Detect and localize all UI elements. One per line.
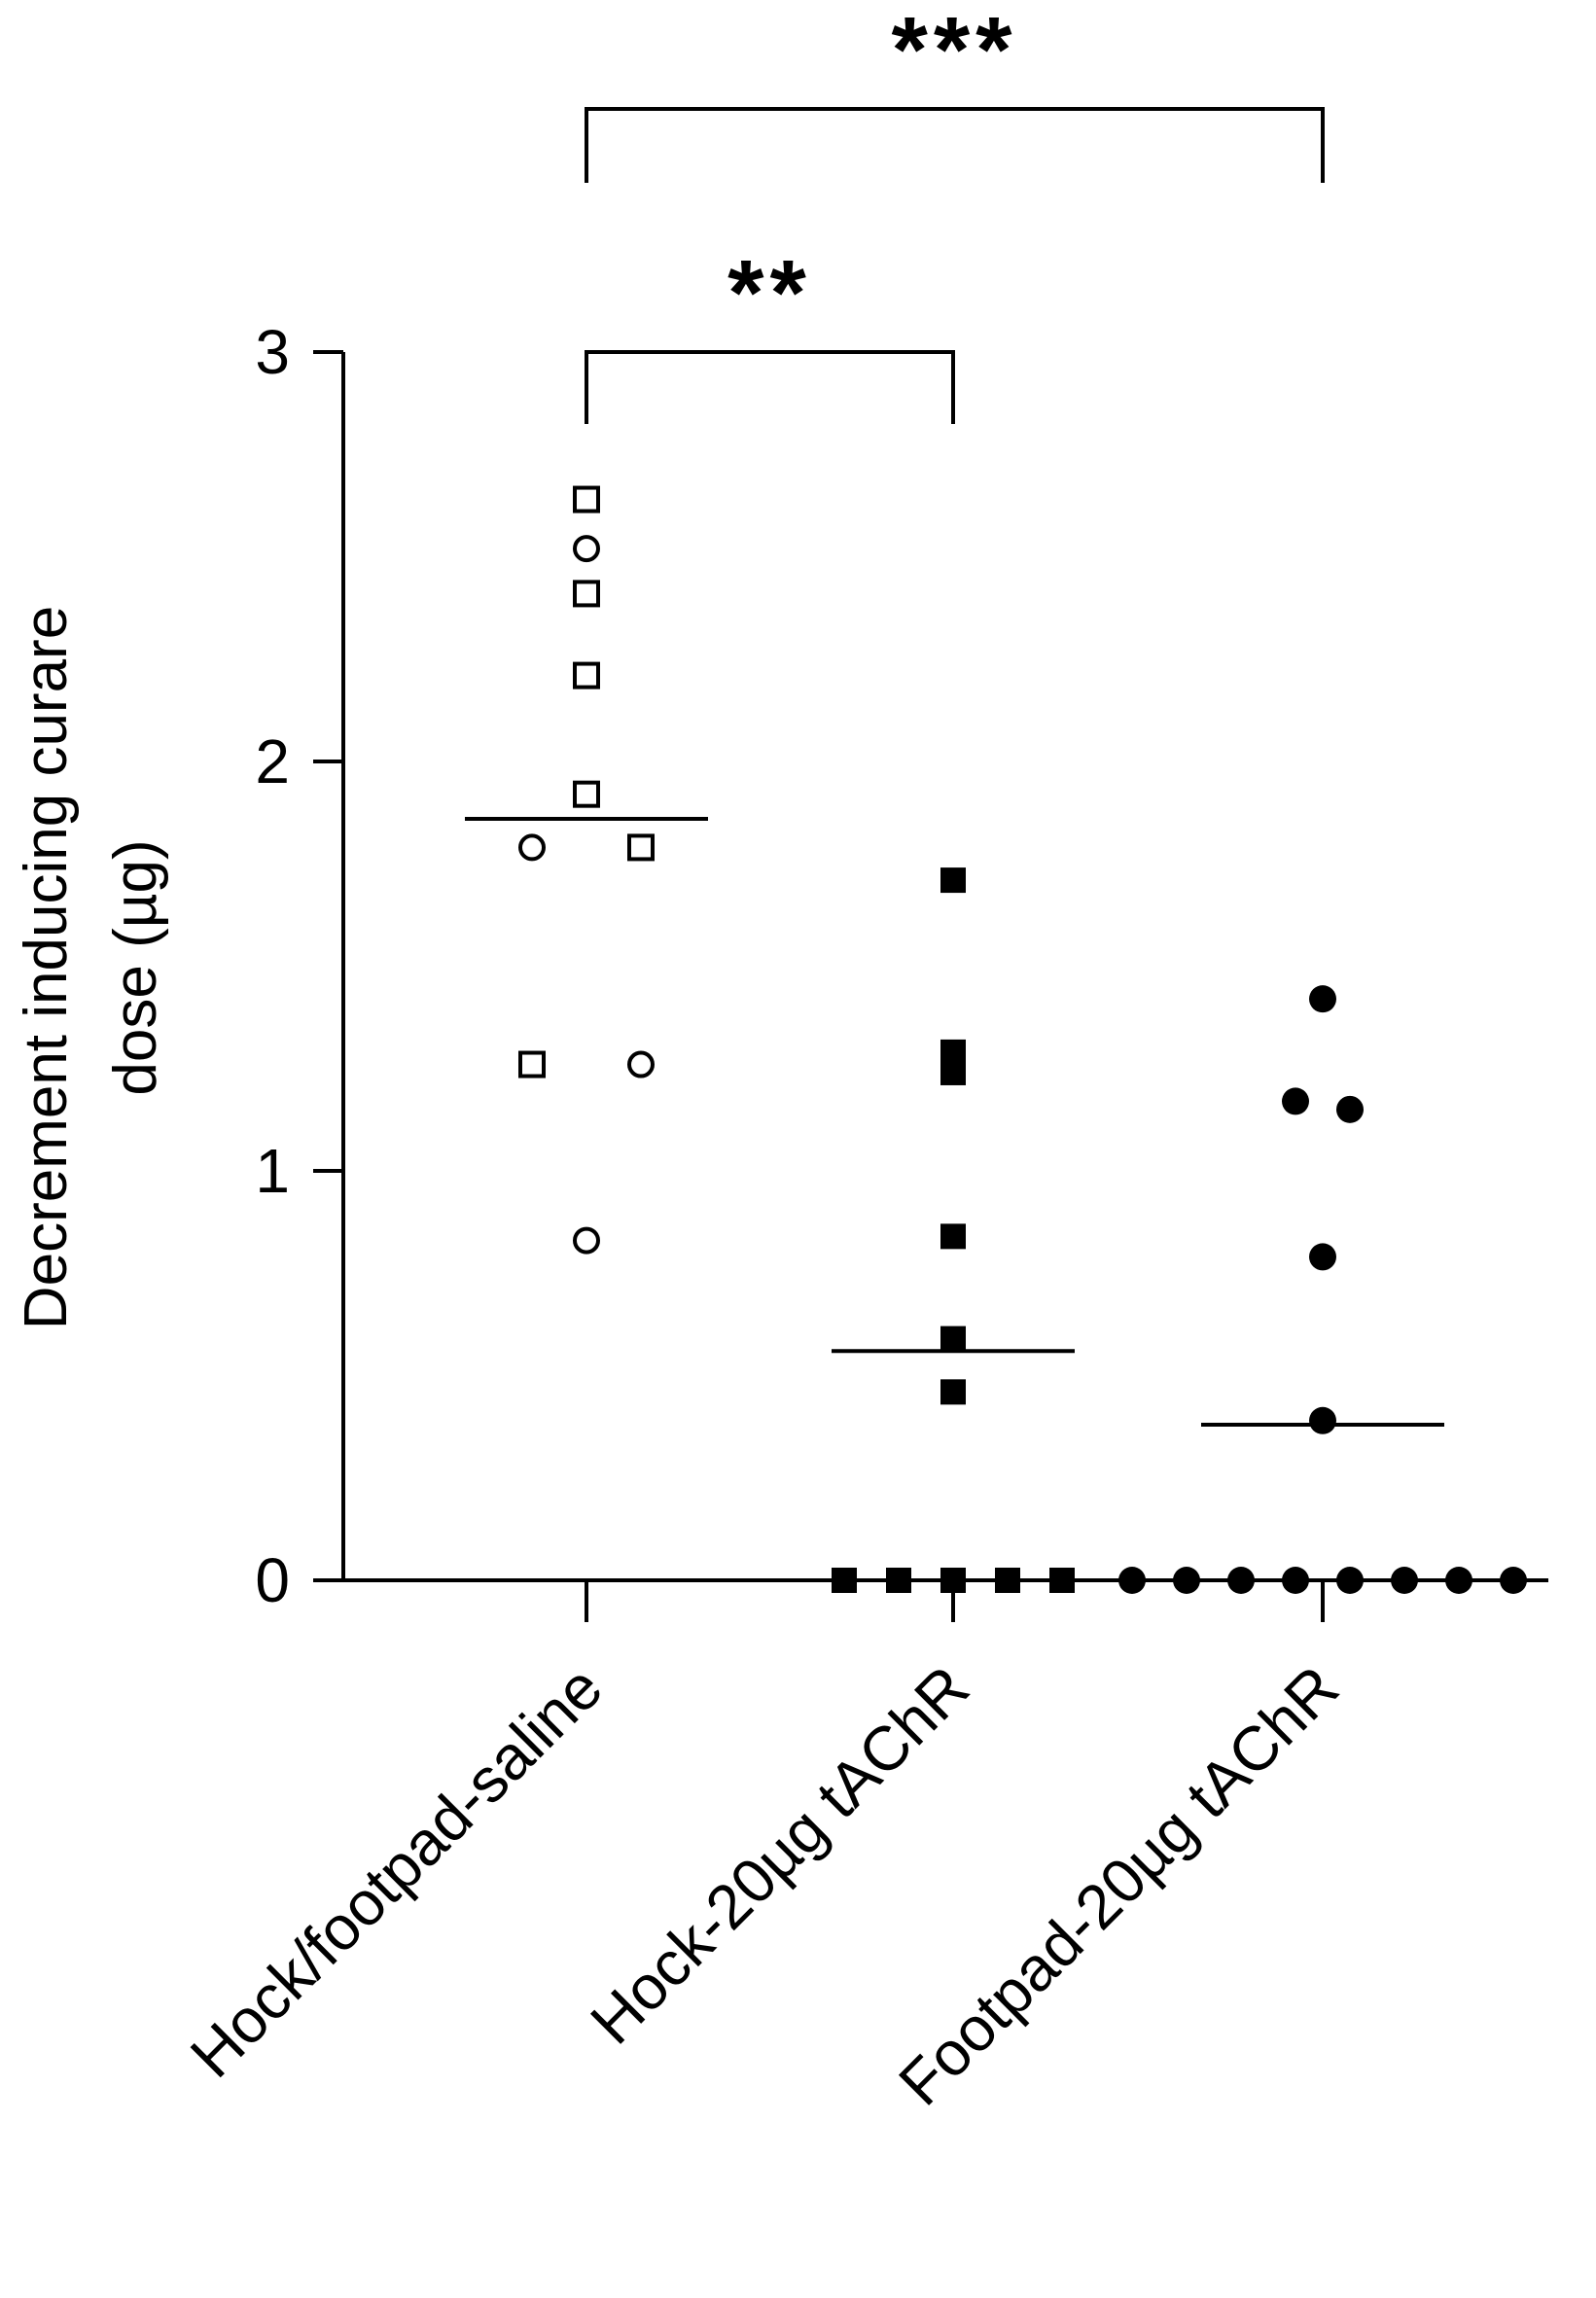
- data-points: [518, 485, 1527, 1594]
- data-point-2-1: [1282, 1087, 1309, 1115]
- data-point-0-2: [573, 580, 600, 608]
- data-point-2-0: [1309, 985, 1336, 1013]
- y-tick-label-3: 3: [255, 317, 290, 387]
- y-tick-label-1: 1: [255, 1136, 290, 1206]
- data-point-2-5: [1118, 1567, 1146, 1594]
- data-point-1-6: [832, 1568, 857, 1593]
- data-point-2-2: [1336, 1095, 1364, 1123]
- data-point-0-0: [573, 485, 600, 513]
- data-point-1-8: [940, 1568, 966, 1593]
- significance-label-1: ***: [891, 0, 1017, 102]
- data-point-2-12: [1500, 1567, 1527, 1594]
- data-point-1-3: [940, 1223, 966, 1250]
- significance-brackets: *****: [585, 0, 1325, 424]
- data-point-2-3: [1309, 1243, 1336, 1271]
- data-point-1-7: [886, 1568, 911, 1593]
- data-point-2-7: [1227, 1567, 1255, 1594]
- data-point-0-6: [627, 833, 655, 862]
- data-point-1-10: [1049, 1568, 1075, 1593]
- significance-bracket-1: [585, 107, 1325, 183]
- data-point-2-10: [1391, 1567, 1418, 1594]
- data-point-1-4: [940, 1326, 966, 1352]
- data-point-0-4: [573, 780, 600, 808]
- data-point-1-0: [940, 867, 966, 894]
- data-point-2-4: [1309, 1406, 1336, 1434]
- data-point-1-2: [940, 1059, 966, 1085]
- x-tick-label-0: Hock/footpad-saline: [177, 1652, 616, 2091]
- y-axis-label-line1: Decrement inducing curare: [13, 606, 80, 1329]
- data-point-2-8: [1282, 1567, 1309, 1594]
- y-ticks: 0 1 2 3: [255, 317, 343, 1615]
- data-point-2-11: [1445, 1567, 1472, 1594]
- data-point-1-5: [940, 1379, 966, 1405]
- significance-label-0: **: [727, 241, 812, 345]
- x-tick-label-1: Hock-20µg tAChR: [577, 1652, 982, 2058]
- y-tick-label-2: 2: [255, 726, 290, 796]
- data-point-2-6: [1173, 1567, 1200, 1594]
- data-point-0-5: [518, 833, 546, 862]
- y-tick-label-0: 0: [255, 1545, 290, 1615]
- data-point-2-9: [1336, 1567, 1364, 1594]
- data-point-0-3: [573, 661, 600, 689]
- significance-bracket-0: [585, 350, 955, 424]
- data-point-0-1: [573, 535, 600, 563]
- y-axis-label: Decrement inducing curare dose (µg): [13, 606, 169, 1329]
- y-axis-label-line2: dose (µg): [102, 839, 169, 1095]
- data-point-0-8: [627, 1050, 655, 1078]
- data-point-1-9: [995, 1568, 1020, 1593]
- data-point-0-9: [573, 1226, 600, 1255]
- data-point-0-7: [518, 1050, 546, 1078]
